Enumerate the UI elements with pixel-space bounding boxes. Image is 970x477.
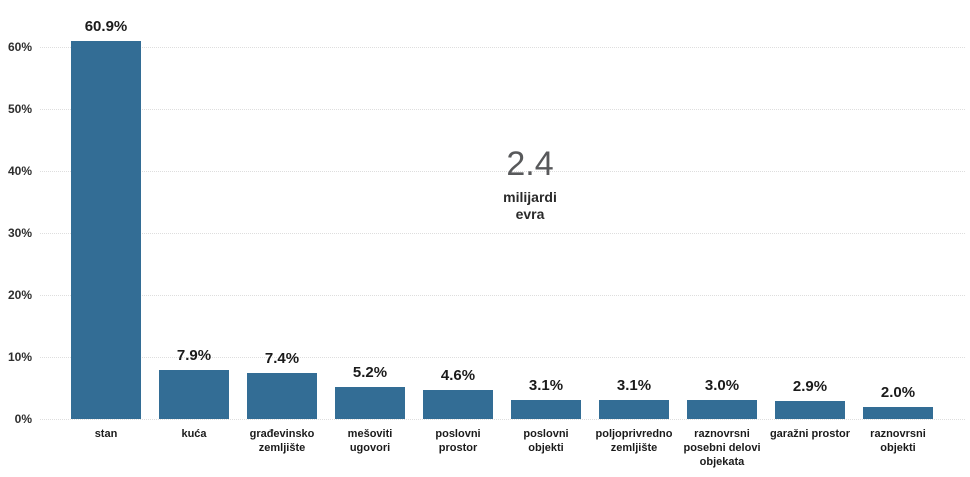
bar-value-label: 2.9%: [792, 378, 828, 396]
bar: [423, 390, 493, 419]
bar-category-label-line: poljoprivredno: [595, 428, 673, 440]
bar-category-label-line: poslovni: [435, 428, 481, 440]
gridline: [40, 171, 965, 172]
bar-value-label: 3.1%: [616, 376, 652, 394]
y-axis-tick-label: 30%: [7, 226, 32, 240]
bar-category-label: poslovni prostor: [403, 427, 513, 455]
bar-category-label-line: objekata: [699, 456, 745, 468]
total-unit-line1: milijardi: [503, 189, 557, 205]
bar-category-label-line: zemljište: [258, 442, 306, 454]
bar-category-label: raznovrsni objekti: [843, 427, 953, 455]
bar-value-label: 2.0%: [880, 383, 916, 401]
bar-value-label: 60.9%: [84, 18, 128, 36]
bar-value-label: 4.6%: [440, 367, 476, 385]
gridline: [40, 233, 965, 234]
bar: [335, 386, 405, 419]
bar-category-label-line: raznovrsni: [694, 428, 750, 440]
bar-category-label-line: mešoviti: [347, 428, 393, 440]
bar: [775, 401, 845, 419]
bar: [247, 373, 317, 419]
bar: [511, 399, 581, 419]
bar: [863, 406, 933, 419]
bar-category-label-line: zemljište: [610, 442, 658, 454]
gridline: [40, 357, 965, 358]
bar-value-label: 7.4%: [264, 350, 300, 368]
bar-category-label-line: garažni prostor: [769, 428, 851, 440]
bar: [599, 399, 669, 419]
bar-category-label: kuća: [139, 427, 249, 441]
bar-category-label: stan: [51, 427, 161, 441]
bar-category-label: mešoviti ugovori: [315, 427, 425, 455]
bar-category-label-line: raznovrsni: [870, 428, 926, 440]
total-value: 2.4: [506, 145, 554, 183]
gridline: [40, 295, 965, 296]
y-axis-tick-label: 20%: [7, 288, 32, 302]
bar-value-label: 5.2%: [352, 363, 388, 381]
bar: [71, 41, 141, 419]
bar: [159, 370, 229, 419]
gridline: [40, 47, 965, 48]
y-axis-tick-label: 0%: [14, 412, 32, 426]
y-axis-tick-label: 50%: [7, 102, 32, 116]
total-unit-line2: evra: [515, 206, 545, 222]
y-axis-tick-label: 60%: [7, 40, 32, 54]
y-axis-tick-label: 10%: [7, 350, 32, 364]
bar: [687, 400, 757, 419]
gridline: [40, 109, 965, 110]
bar-category-label: garažni prostor: [755, 427, 865, 441]
y-axis-tick-label: 40%: [7, 164, 32, 178]
bar-value-label: 3.0%: [704, 377, 740, 395]
bar-category-label-line: stan: [94, 428, 118, 440]
bar-category-label: poslovni objekti: [491, 427, 601, 455]
bar-category-label: građevinsko zemljište: [227, 427, 337, 455]
gridline: [40, 419, 965, 420]
bar-category-label-line: ugovori: [349, 442, 391, 454]
bar-value-label: 7.9%: [176, 347, 212, 365]
bar-category-label-line: građevinsko: [249, 428, 315, 440]
bar-value-label: 3.1%: [528, 376, 564, 394]
bar-category-label-line: poslovni: [523, 428, 569, 440]
bar-category-label: raznovrsni posebni delovi objekata: [667, 427, 777, 469]
bar-category-label-line: objekti: [528, 442, 564, 454]
bar-category-label-line: posebni delovi: [683, 442, 761, 454]
total-annotation: 2.4 milijardi evra: [455, 145, 605, 223]
bar-category-label-line: kuća: [181, 428, 207, 440]
total-unit: milijardi evra: [455, 189, 605, 223]
bar-category-label-line: prostor: [438, 442, 478, 454]
bar-category-label: poljoprivredno zemljište: [579, 427, 689, 455]
bar-category-label-line: objekti: [880, 442, 916, 454]
